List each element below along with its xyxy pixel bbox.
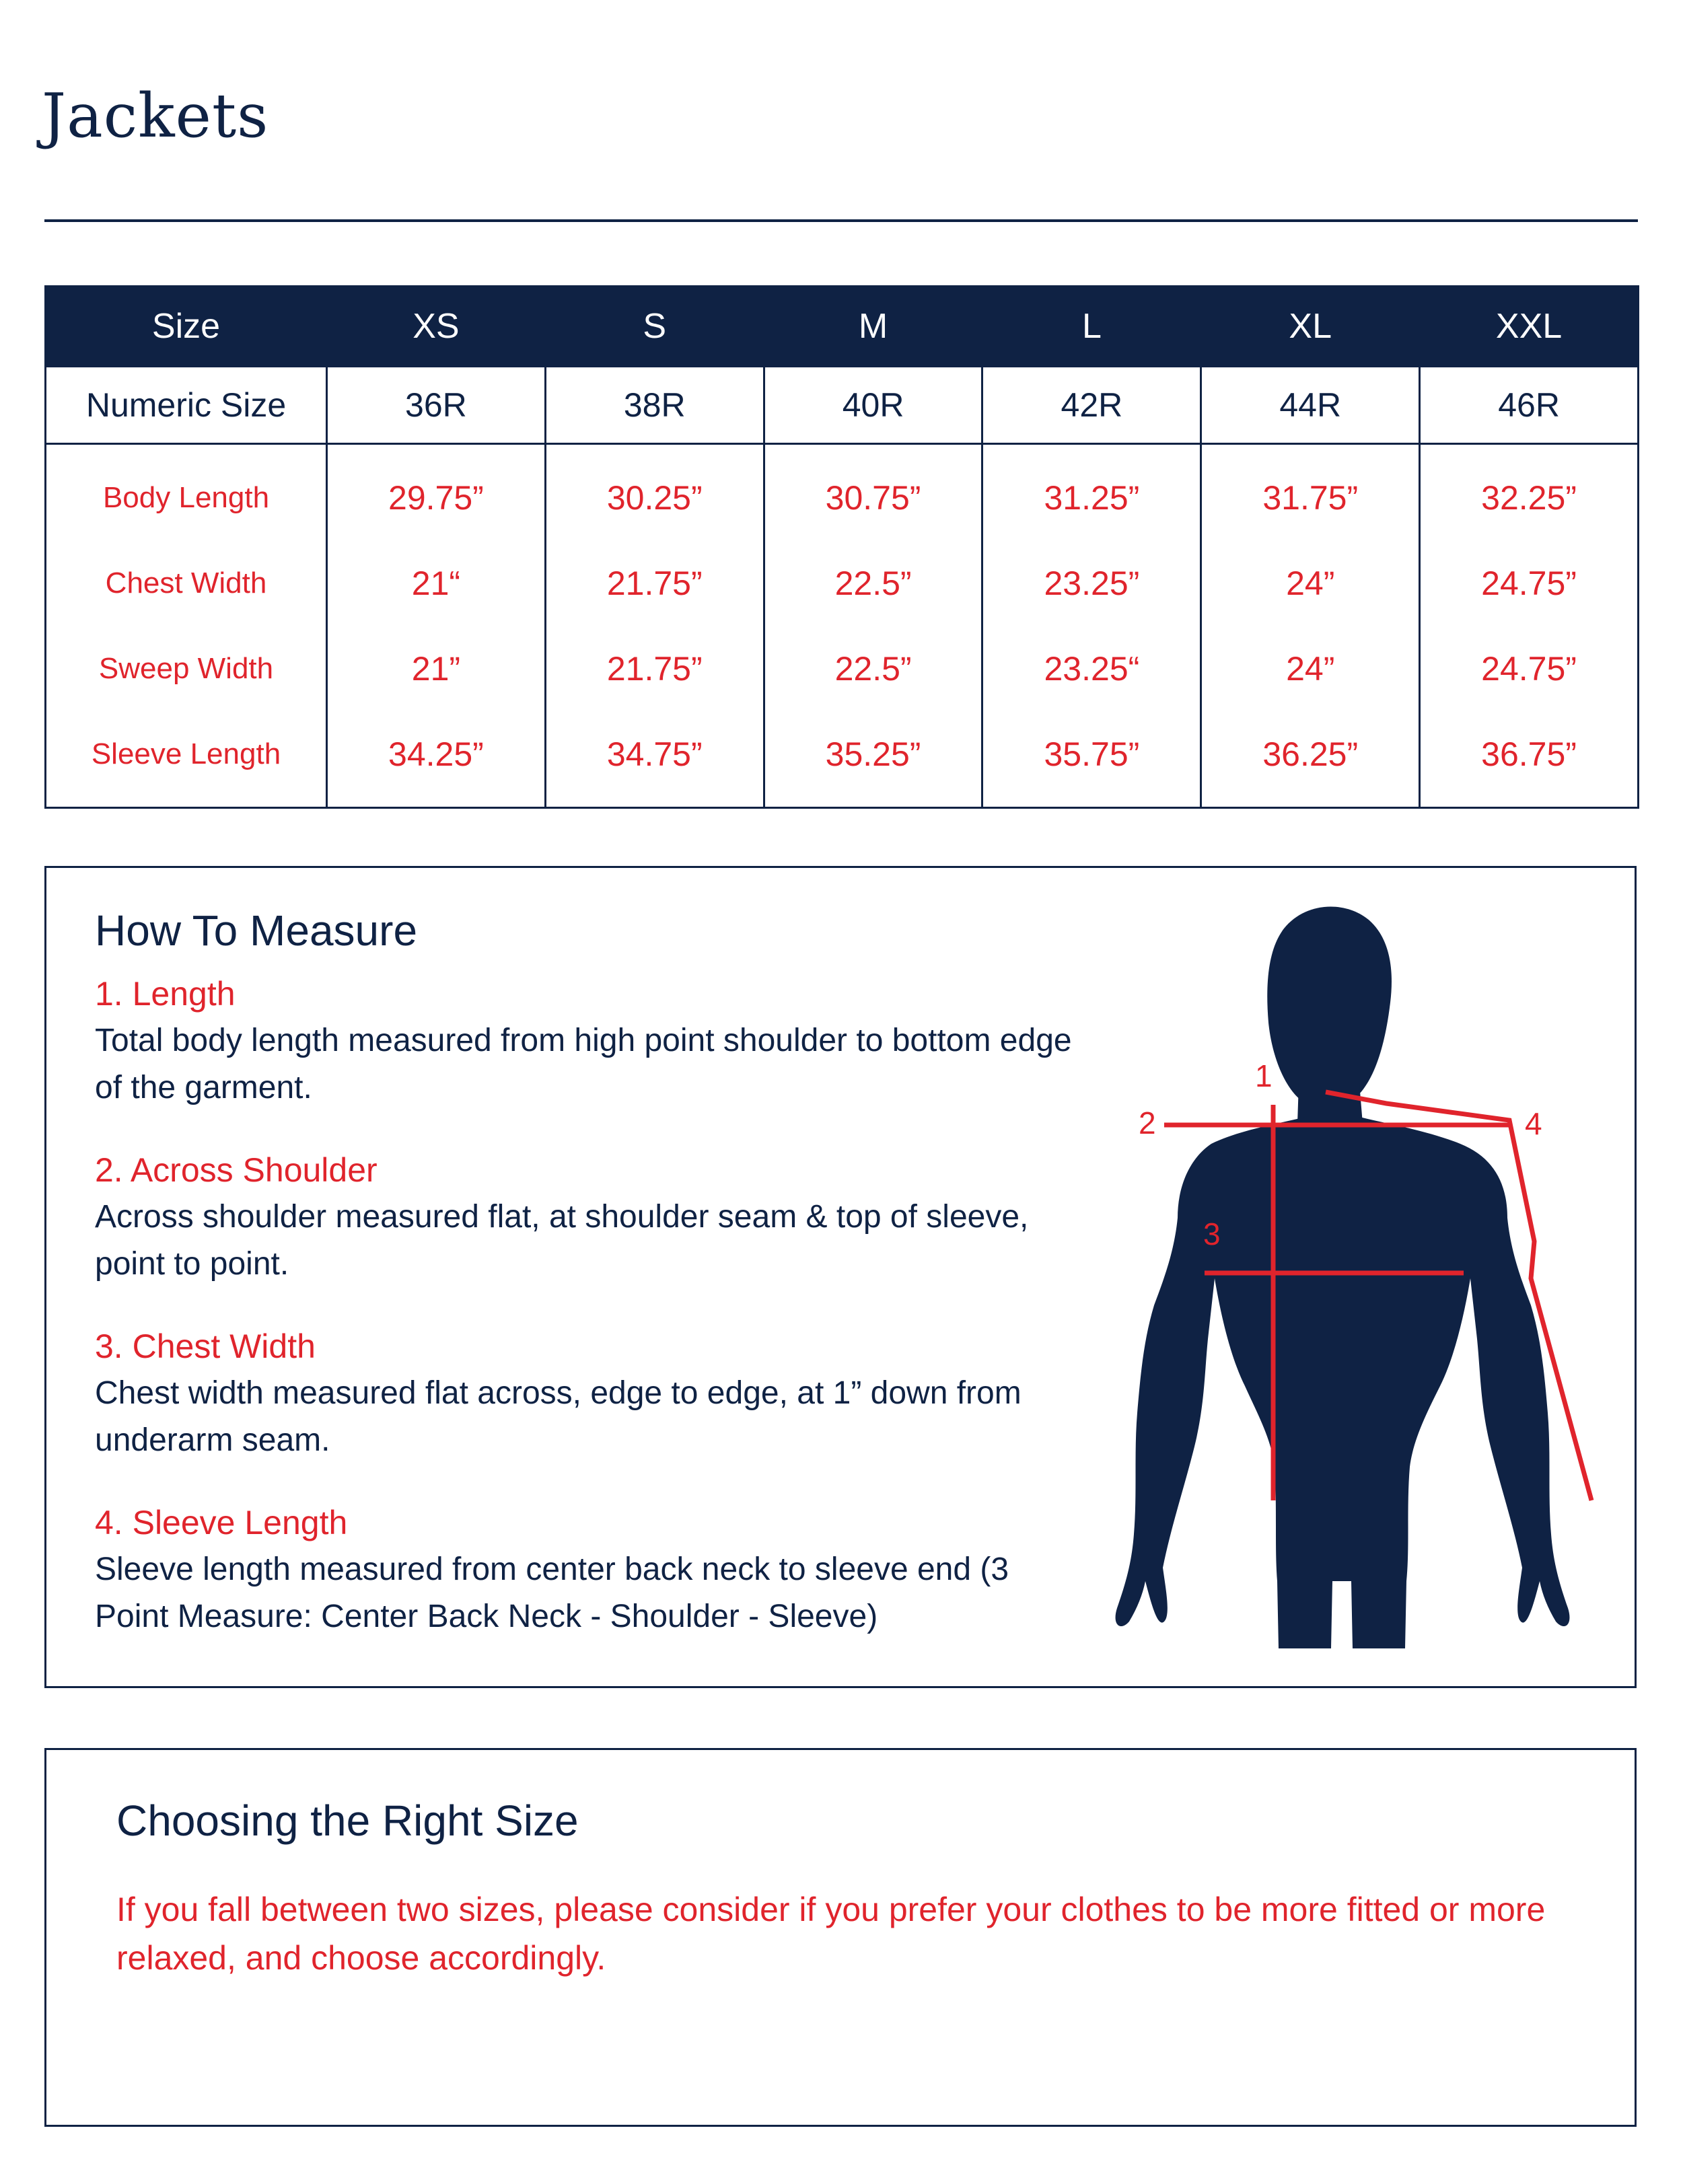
step-title: 3. Chest Width (95, 1327, 316, 1365)
table-cell: 24.75” (1419, 626, 1639, 711)
table-cell: 30.25” (544, 443, 765, 540)
body-measurement-figure: 1 2 3 4 (1104, 902, 1628, 1669)
table-cell: 29.75” (326, 443, 546, 540)
row-label: Body Length (44, 443, 328, 540)
sweep-width-row: Sweep Width 21” 21.75” 22.5” 23.25“ 24” … (44, 626, 1639, 711)
step-title: 4. Sleeve Length (95, 1504, 348, 1541)
figure-label-1: 1 (1255, 1058, 1273, 1093)
body-silhouette (1115, 906, 1570, 1648)
table-cell: 36R (326, 365, 546, 445)
table-cell: 24” (1200, 626, 1421, 711)
table-cell: 35.75” (981, 711, 1203, 809)
step-description: Chest width measured flat across, edge t… (95, 1375, 1022, 1458)
table-cell: 23.25” (981, 540, 1203, 626)
figure-label-4: 4 (1525, 1106, 1542, 1141)
size-header-cell: L (981, 285, 1203, 367)
table-cell: 21” (326, 626, 546, 711)
table-cell: 22.5” (762, 540, 984, 626)
step-description: Total body length measured from high poi… (95, 1023, 1072, 1105)
size-header-cell: XXL (1419, 285, 1639, 367)
sleeve-line (1325, 1089, 1594, 1501)
how-to-measure-panel: How To Measure 1. Length Total body leng… (44, 866, 1637, 1688)
size-chart-table: Size XS S M L XL XXL Numeric Size 36R 38… (44, 285, 1639, 809)
step-description: Across shoulder measured flat, at should… (95, 1199, 1029, 1282)
size-header-row: Size XS S M L XL XXL (44, 285, 1639, 367)
size-header-cell: M (762, 285, 984, 367)
numeric-size-row: Numeric Size 36R 38R 40R 42R 44R 46R (44, 365, 1639, 445)
row-label: Numeric Size (44, 365, 328, 445)
row-label: Sweep Width (44, 626, 328, 711)
figure-label-3: 3 (1203, 1216, 1221, 1251)
table-cell: 21.75” (544, 540, 765, 626)
table-cell: 34.75” (544, 711, 765, 809)
table-cell: 22.5” (762, 626, 984, 711)
table-cell: 36.75” (1419, 711, 1639, 809)
step-title: 1. Length (95, 975, 236, 1013)
table-cell: 24.75” (1419, 540, 1639, 626)
size-header-cell: XS (326, 285, 546, 367)
size-header-cell: Size (44, 285, 328, 367)
table-cell: 21.75” (544, 626, 765, 711)
table-cell: 32.25” (1419, 443, 1639, 540)
table-cell: 35.25” (762, 711, 984, 809)
table-cell: 30.75” (762, 443, 984, 540)
table-cell: 24” (1200, 540, 1421, 626)
table-cell: 31.25” (981, 443, 1203, 540)
row-label: Sleeve Length (44, 711, 328, 809)
table-cell: 34.25” (326, 711, 546, 809)
table-cell: 23.25“ (981, 626, 1203, 711)
row-label: Chest Width (44, 540, 328, 626)
page-title: Jackets (42, 81, 269, 151)
table-cell: 21“ (326, 540, 546, 626)
choosing-size-text: If you fall between two sizes, please co… (116, 1891, 1546, 1977)
step-title: 2. Across Shoulder (95, 1151, 378, 1189)
table-cell: 42R (981, 365, 1203, 445)
table-cell: 44R (1200, 365, 1421, 445)
choosing-size-title: Choosing the Right Size (116, 1796, 579, 1845)
size-header-cell: XL (1200, 285, 1421, 367)
chest-width-row: Chest Width 21“ 21.75” 22.5” 23.25” 24” … (44, 540, 1639, 626)
title-divider (44, 219, 1638, 222)
table-cell: 40R (762, 365, 984, 445)
table-cell: 46R (1419, 365, 1639, 445)
step-description: Sleeve length measured from center back … (95, 1552, 1009, 1634)
table-cell: 31.75” (1200, 443, 1421, 540)
figure-label-2: 2 (1139, 1105, 1156, 1140)
table-cell: 36.25” (1200, 711, 1421, 809)
measurement-lines (1164, 1089, 1594, 1501)
table-cell: 38R (544, 365, 765, 445)
choosing-size-panel: Choosing the Right Size If you fall betw… (44, 1748, 1637, 2127)
body-length-row: Body Length 29.75” 30.25” 30.75” 31.25” … (44, 443, 1639, 540)
sleeve-length-row: Sleeve Length 34.25” 34.75” 35.25” 35.75… (44, 711, 1639, 809)
how-to-measure-title: How To Measure (95, 906, 418, 955)
size-header-cell: S (544, 285, 765, 367)
